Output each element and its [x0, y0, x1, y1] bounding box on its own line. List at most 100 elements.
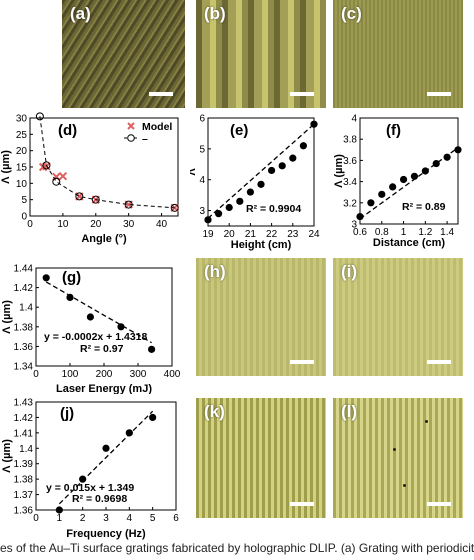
y-axis-label: Λ — [190, 168, 198, 176]
micrograph-k: (k) — [196, 398, 326, 518]
data-point-measured — [91, 195, 100, 204]
data-point — [148, 345, 156, 353]
data-point-measured — [42, 161, 51, 170]
scale-bar-c — [427, 92, 451, 96]
micrograph-c: (c) — [333, 0, 463, 108]
x-tick-label: 400 — [164, 369, 181, 380]
x-tick-label: 23 — [287, 229, 299, 240]
scale-bar-h — [290, 360, 314, 364]
data-point — [389, 183, 397, 191]
x-tick-label: 0 — [27, 219, 33, 230]
fit-line — [45, 281, 152, 344]
annotation-text: y = 0.015x + 1.349 — [46, 482, 134, 494]
fit-line — [359, 147, 459, 220]
plot-frame — [207, 117, 315, 227]
debris-speck — [425, 420, 428, 423]
chart-e-height: (e) 19 20 21 22 23 24 3 4 5 6 Height (cm) Λ R² = 0.9… — [190, 114, 320, 252]
scale-bar-l — [427, 502, 451, 506]
y-tick-label: 15 — [16, 163, 28, 174]
data-point — [215, 210, 223, 218]
y-tick-label: 3.2 — [343, 198, 357, 209]
x-tick-label: 24 — [308, 229, 320, 240]
y-tick-label: 1.38 — [14, 475, 34, 486]
panel-label-d: (d) — [58, 122, 77, 139]
data-point-model — [58, 171, 68, 181]
y-tick-label: 20 — [16, 146, 28, 157]
data-point-measured — [75, 192, 84, 201]
data-point — [102, 444, 110, 452]
data-point — [86, 313, 94, 321]
data-point — [432, 159, 440, 168]
legend-marker-measured — [127, 134, 135, 142]
chart-j-frequency: (j) 0 1 2 3 4 5 6 1.36 1.37 1.38 1.39 1.4 1.41 1.42 1.… — [1, 398, 179, 541]
data-point — [257, 180, 265, 188]
y-tick-label: 0 — [21, 212, 27, 223]
panel-label-l: (l) — [341, 402, 358, 421]
x-tick-label: 5 — [150, 513, 156, 524]
x-tick-label: 6 — [173, 513, 179, 524]
y-tick-label: 3 — [199, 206, 205, 217]
data-point — [410, 172, 419, 180]
x-axis-label: Angle (°) — [81, 233, 127, 245]
data-point — [310, 120, 318, 128]
x-tick-label: 22 — [266, 229, 278, 240]
y-axis-label: Λ (µm) — [0, 150, 12, 184]
data-point — [246, 188, 254, 196]
data-point-measured — [52, 177, 61, 186]
data-point — [42, 274, 50, 282]
data-point — [79, 475, 87, 483]
y-tick-label: 1.42 — [14, 413, 34, 424]
debris-speck — [403, 484, 406, 487]
panel-label-a: (a) — [70, 4, 91, 23]
x-tick-label: 10 — [57, 219, 69, 230]
x-tick-label: 200 — [96, 369, 113, 380]
legend-label: Model — [142, 121, 172, 133]
x-tick-label: 0.6 — [353, 227, 367, 238]
y-axis-label: Λ (µm) — [333, 154, 345, 188]
x-tick-label: 1 — [401, 227, 407, 238]
y-tick-label: 1.34 — [14, 362, 34, 373]
y-tick-label: 1.36 — [14, 342, 34, 353]
annotation-text: R² = 0.9904 — [246, 203, 301, 215]
chart-g-laser-energy: (g) 0 100 200 300 400 1.34 1.36 1.38 1.4 1.42 1.44… — [1, 264, 181, 395]
x-tick-label: 1.2 — [418, 227, 432, 238]
figure-caption: es of the Au–Ti surface gratings fabrica… — [0, 541, 474, 555]
y-tick-label: 1.41 — [14, 428, 34, 439]
data-point — [55, 506, 63, 514]
scale-bar-b — [290, 92, 314, 96]
y-tick-label: 3 — [351, 220, 357, 231]
y-tick-label: 3.4 — [343, 177, 357, 188]
data-point-measured — [35, 112, 44, 121]
y-tick-label: 4 — [199, 175, 205, 186]
debris-speck — [393, 448, 396, 451]
y-tick-label: 1.36 — [14, 506, 34, 517]
y-tick-label: 3.6 — [343, 156, 357, 167]
micrograph-a: (a) — [62, 0, 185, 108]
annotation-text: R² = 0.97 — [80, 343, 124, 355]
data-point — [399, 175, 408, 184]
x-axis-label: Height (cm) — [231, 239, 292, 251]
y-tick-label: 1.39 — [14, 459, 34, 470]
panel-label-c: (c) — [341, 4, 362, 23]
legend-marker-model — [127, 122, 135, 130]
x-tick-label: 21 — [245, 229, 257, 240]
y-tick-label: 5 — [199, 144, 205, 155]
panel-label-f: (f) — [386, 122, 401, 139]
y-tick-label: 25 — [16, 130, 28, 141]
x-tick-label: 0 — [33, 369, 39, 380]
plot-frame — [359, 117, 459, 225]
annotation-text: R² = 0.89 — [402, 201, 446, 213]
y-tick-label: 1.43 — [14, 398, 34, 409]
y-tick-label: 1.4 — [19, 444, 33, 455]
data-point — [454, 146, 462, 154]
x-tick-label: 30 — [123, 219, 135, 230]
data-point — [367, 199, 375, 207]
panel-label-j: (j) — [60, 405, 74, 422]
chart-f-distance: (f) 0.6 0.8 1 1.2 1.4 3 3.2 3.4 3.6 3.8 4 Distance … — [333, 114, 462, 249]
panel-label-g: (g) — [62, 269, 81, 286]
x-axis-label: Laser Energy (mJ) — [56, 383, 152, 394]
data-point — [289, 154, 297, 162]
data-point — [356, 212, 364, 221]
x-tick-label: 20 — [90, 219, 102, 230]
data-point — [421, 167, 429, 175]
